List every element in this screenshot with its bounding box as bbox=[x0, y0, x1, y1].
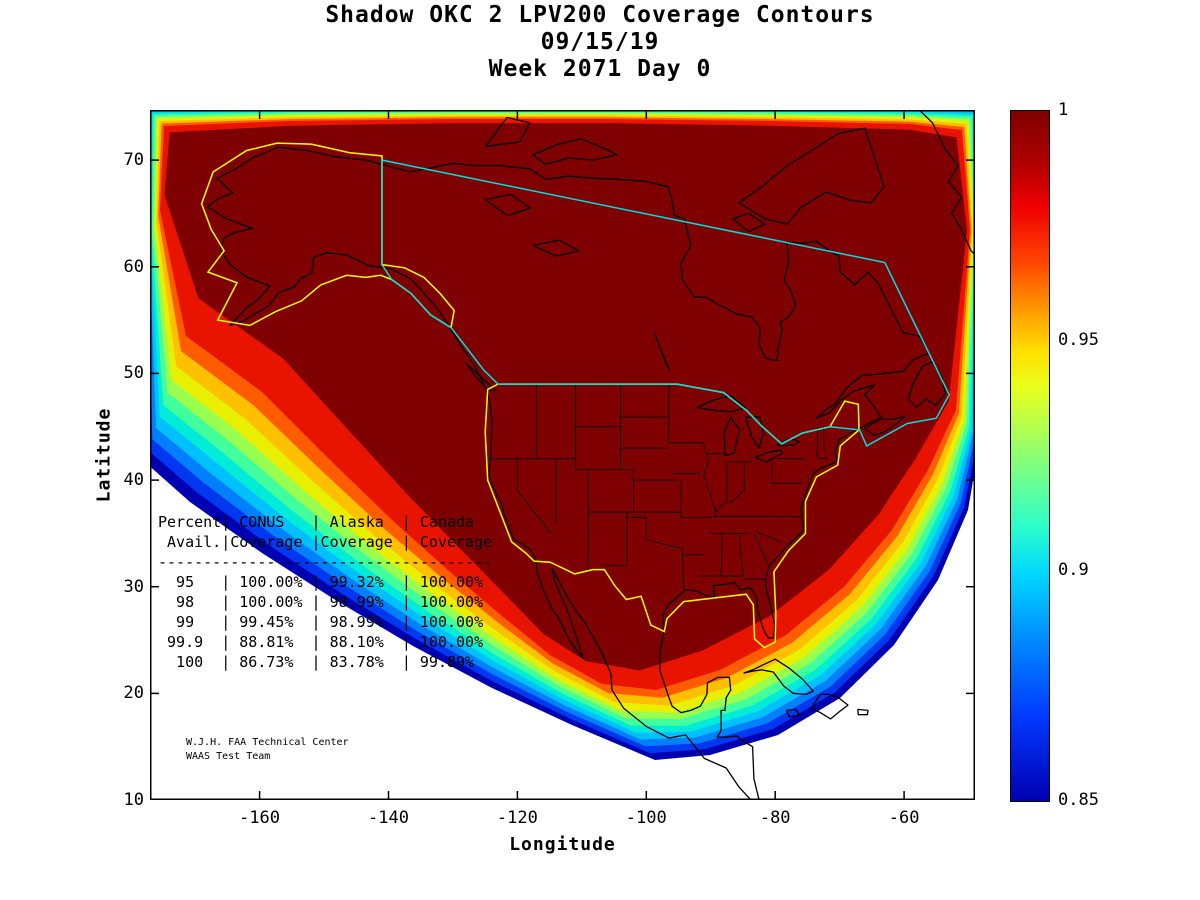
state-border-line bbox=[823, 426, 825, 452]
colorbar-tick-label: 0.85 bbox=[1058, 790, 1099, 810]
y-tick-label: 70 bbox=[123, 150, 144, 171]
coastline bbox=[732, 212, 766, 233]
plot-area: Percent| CONUS | Alaska | Canada Avail.|… bbox=[150, 110, 975, 800]
state-border-line bbox=[702, 442, 717, 518]
plot-frame bbox=[150, 110, 975, 800]
title-week-day: Week 2071 Day 0 bbox=[488, 56, 712, 82]
state-border-line bbox=[738, 533, 744, 577]
coastline bbox=[744, 416, 765, 449]
coastline bbox=[654, 332, 671, 371]
credit-text: W.J.H. FAA Technical Center WAAS Test Te… bbox=[186, 736, 349, 764]
page-title: Shadow OKC 2 LPV200 Coverage Contours bbox=[325, 2, 875, 28]
contour-band bbox=[164, 123, 967, 671]
x-tick-label: -160 bbox=[239, 808, 281, 828]
y-tick-label: 50 bbox=[123, 363, 144, 384]
coastline bbox=[907, 361, 947, 409]
state-border-line bbox=[754, 534, 769, 565]
state-border-line bbox=[715, 489, 745, 513]
state-border-line bbox=[517, 458, 553, 535]
coastline bbox=[723, 416, 741, 457]
state-border-line bbox=[755, 530, 782, 543]
coastline bbox=[864, 415, 906, 436]
availability-table-text: Percent| CONUS | Alaska | Canada Avail.|… bbox=[158, 513, 493, 671]
colorbar-tick-label: 0.95 bbox=[1058, 330, 1099, 350]
coastline bbox=[206, 146, 930, 800]
state-border-line bbox=[720, 533, 723, 577]
state-border-line bbox=[627, 517, 647, 539]
colorbar bbox=[1010, 110, 1050, 802]
service-volume-outline-canada bbox=[381, 159, 951, 447]
coastline bbox=[738, 127, 885, 225]
coastline bbox=[785, 708, 801, 718]
coastline bbox=[857, 708, 869, 716]
x-axis-label: Longitude bbox=[509, 834, 616, 855]
y-tick-label: 60 bbox=[123, 256, 144, 277]
coastline bbox=[696, 395, 746, 413]
coastline bbox=[810, 693, 849, 720]
colorbar-tick-label: 0.9 bbox=[1058, 560, 1089, 580]
x-tick-label: -80 bbox=[759, 808, 791, 828]
y-tick-label: 10 bbox=[123, 790, 144, 810]
x-tick-label: -60 bbox=[888, 808, 920, 828]
x-tick-label: -100 bbox=[625, 808, 667, 828]
map-layers bbox=[150, 110, 975, 800]
x-tick-label: -120 bbox=[496, 808, 538, 828]
x-tick-label: -140 bbox=[367, 808, 409, 828]
coastline bbox=[743, 658, 814, 696]
title-block: Shadow OKC 2 LPV200 Coverage Contours 09… bbox=[0, 2, 1200, 83]
y-tick-label: 40 bbox=[123, 470, 144, 491]
title-date: 09/15/19 bbox=[540, 29, 660, 55]
y-tick-label: 20 bbox=[123, 683, 144, 704]
availability-table: Percent| CONUS | Alaska | Canada Avail.|… bbox=[158, 512, 492, 672]
y-tick-label: 30 bbox=[123, 576, 144, 597]
credit-line-2: WAAS Test Team bbox=[186, 751, 271, 762]
coastline bbox=[918, 110, 975, 256]
state-border-line bbox=[816, 426, 828, 459]
state-border-line bbox=[646, 539, 685, 589]
credit-line-1: W.J.H. FAA Technical Center bbox=[186, 737, 349, 748]
coastline bbox=[484, 193, 531, 217]
coastline bbox=[754, 449, 783, 463]
coverage-map bbox=[150, 110, 975, 800]
state-border-line bbox=[764, 515, 803, 518]
coastline bbox=[533, 239, 580, 257]
colorbar-tick-label: 1 bbox=[1058, 100, 1069, 120]
state-border-line bbox=[771, 458, 803, 484]
coastline bbox=[532, 138, 618, 166]
service-volume-outline-yellow bbox=[200, 142, 456, 329]
coastline bbox=[465, 363, 497, 392]
coastline bbox=[485, 116, 531, 147]
